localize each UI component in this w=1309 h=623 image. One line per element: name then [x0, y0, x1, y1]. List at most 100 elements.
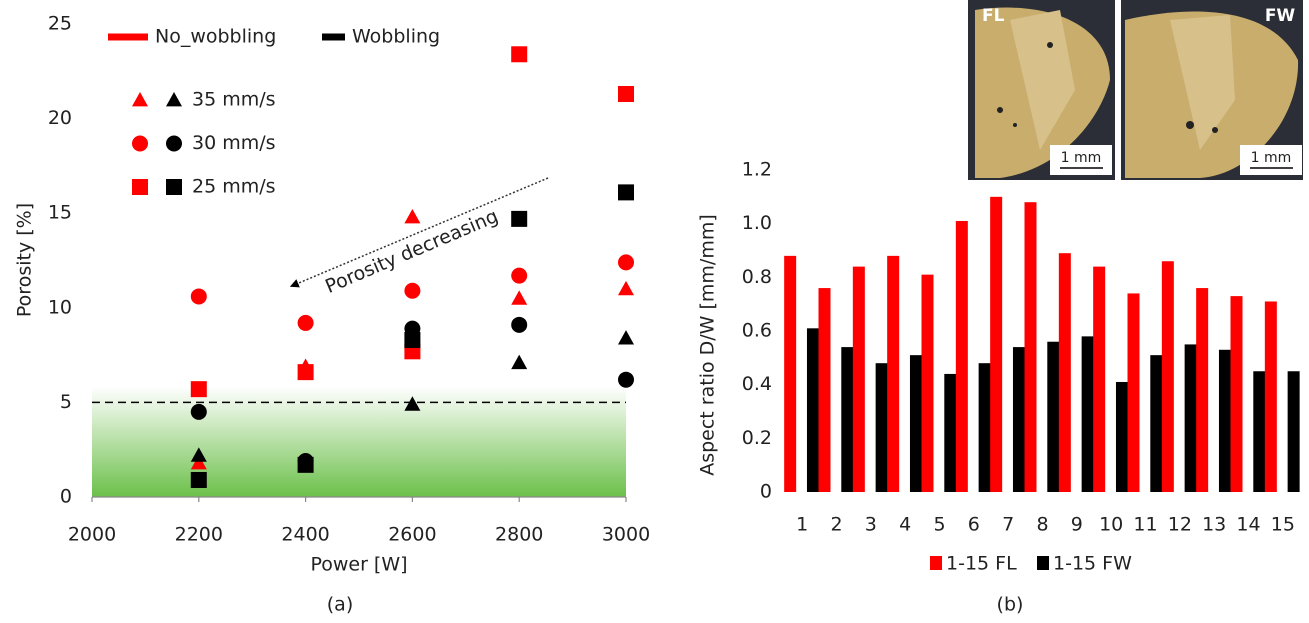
x-tick-label: 12 — [1168, 514, 1192, 536]
legend-label: 30 mm/s — [192, 132, 276, 154]
bar — [1025, 202, 1037, 492]
bar — [841, 347, 853, 492]
caption: (b) — [997, 594, 1024, 616]
marker-triangle — [618, 330, 634, 344]
y-tick-label: 0 — [760, 481, 772, 503]
x-tick-label: 13 — [1202, 514, 1226, 536]
marker-square — [166, 179, 182, 195]
x-tick-label: 6 — [968, 514, 980, 536]
bar — [990, 197, 1002, 492]
bar — [1288, 371, 1300, 492]
x-tick-label: 9 — [1071, 514, 1083, 536]
legend-swatch — [1037, 556, 1049, 570]
marker-circle — [298, 315, 314, 331]
marker-square — [511, 46, 527, 62]
marker-triangle — [404, 209, 420, 223]
x-tick-label: 1 — [796, 514, 808, 536]
bar — [1253, 371, 1265, 492]
x-tick-label: 8 — [1036, 514, 1048, 536]
x-tick-label: 10 — [1099, 514, 1123, 536]
bar — [876, 363, 888, 492]
bar — [1059, 253, 1071, 492]
bar — [807, 328, 819, 492]
legend-label: 25 mm/s — [192, 176, 276, 198]
y-tick-label: 0.4 — [742, 373, 772, 395]
marker-triangle — [132, 92, 148, 106]
y-tick-label: 20 — [48, 107, 72, 129]
annotation-arrow — [294, 178, 548, 285]
x-tick-label: 14 — [1236, 514, 1260, 536]
x-tick-label: 3 — [865, 514, 877, 536]
bar — [1013, 347, 1025, 492]
inset-label: FL — [982, 6, 1005, 26]
bar — [1093, 267, 1105, 492]
bar — [1128, 293, 1140, 492]
marker-circle — [404, 283, 420, 299]
y-tick-label: 0 — [60, 486, 72, 508]
marker-square — [618, 86, 634, 102]
caption: (a) — [327, 594, 353, 616]
marker-triangle — [166, 92, 182, 106]
bar — [853, 267, 865, 492]
marker-circle — [511, 268, 527, 284]
marker-square — [511, 211, 527, 227]
marker-square — [404, 332, 420, 348]
y-tick-label: 10 — [48, 296, 72, 318]
y-tick-label: 5 — [60, 391, 72, 413]
scale-bar-label: 1 mm — [1061, 150, 1102, 166]
bar — [944, 374, 956, 492]
marker-triangle — [618, 281, 634, 295]
y-tick-label: 1.0 — [742, 212, 772, 234]
x-tick-label: 2600 — [388, 524, 436, 546]
bar — [922, 275, 934, 492]
x-tick-label: 11 — [1133, 514, 1157, 536]
bar — [784, 256, 796, 492]
marker-circle — [618, 372, 634, 388]
bar — [1116, 382, 1128, 492]
bar — [819, 288, 831, 492]
x-tick-label: 2800 — [495, 524, 543, 546]
figure: FL FW 1 mm 1 mm 200022002400260028003000… — [0, 0, 1309, 623]
bar — [1196, 288, 1208, 492]
bar — [1231, 296, 1243, 492]
x-tick-label: 5 — [933, 514, 945, 536]
y-axis-label: Porosity [%] — [14, 203, 36, 317]
inset-label: FW — [1265, 6, 1296, 26]
bar — [910, 355, 922, 492]
bar — [1185, 344, 1197, 492]
x-tick-label: 4 — [899, 514, 911, 536]
bar — [1150, 355, 1162, 492]
y-tick-label: 25 — [48, 13, 72, 35]
marker-circle — [511, 317, 527, 333]
marker-square — [191, 381, 207, 397]
x-tick-label: 15 — [1271, 514, 1295, 536]
marker-triangle — [511, 290, 527, 304]
bar — [979, 363, 991, 492]
marker-square — [132, 179, 148, 195]
legend-label: 1-15 FW — [1053, 553, 1132, 575]
y-tick-label: 0.6 — [742, 320, 772, 342]
bar — [887, 256, 899, 492]
bar — [1162, 261, 1174, 492]
marker-square — [298, 457, 314, 473]
x-tick-label: 3000 — [602, 524, 650, 546]
bar — [1047, 342, 1059, 492]
marker-square — [618, 184, 634, 200]
x-axis-label: Power [W] — [310, 554, 407, 576]
y-axis-label: Aspect ratio D/W [mm/mm] — [697, 214, 719, 476]
scale-bar-label: 1 mm — [1251, 150, 1292, 166]
marker-circle — [191, 288, 207, 304]
legend-label: 1-15 FL — [946, 553, 1017, 575]
legend-swatch — [930, 556, 942, 570]
marker-triangle — [511, 355, 527, 369]
legend-label: Wobbling — [352, 26, 440, 48]
marker-circle — [191, 404, 207, 420]
bar — [1265, 301, 1277, 492]
y-tick-label: 1.2 — [742, 159, 772, 181]
x-tick-label: 2200 — [175, 524, 223, 546]
marker-circle — [618, 254, 634, 270]
y-tick-label: 0.2 — [742, 427, 772, 449]
legend-label: No_wobbling — [155, 26, 276, 48]
marker-circle — [166, 136, 182, 152]
bar — [1082, 336, 1094, 492]
